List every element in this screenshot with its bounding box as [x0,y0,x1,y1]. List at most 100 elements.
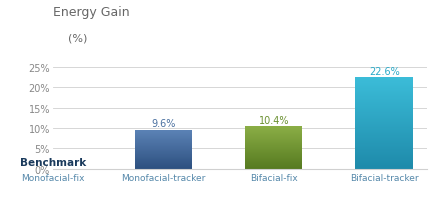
Bar [135,156,192,157]
Bar [356,123,413,124]
Bar [356,113,413,114]
Bar [245,160,302,161]
Bar [356,108,413,110]
Bar [245,133,302,134]
Bar [245,128,302,129]
Bar [356,116,413,117]
Bar [356,114,413,115]
Bar [356,83,413,84]
Bar [356,106,413,107]
Bar [356,144,413,145]
Bar [356,107,413,108]
Bar [135,144,192,145]
Bar [356,87,413,88]
Bar [356,154,413,155]
Bar [245,139,302,140]
Bar [356,142,413,143]
Bar [245,142,302,143]
Bar [356,117,413,119]
Text: 10.4%: 10.4% [258,116,289,126]
Bar [356,98,413,99]
Bar [356,95,413,96]
Bar [356,165,413,167]
Bar [245,149,302,150]
Bar [356,131,413,132]
Bar [356,120,413,121]
Bar [245,127,302,128]
Bar [356,160,413,161]
Bar [245,138,302,139]
Text: 22.6%: 22.6% [369,66,400,76]
Bar [135,165,192,166]
Bar [245,151,302,152]
Bar [135,143,192,144]
Bar [356,119,413,120]
Bar [245,155,302,156]
Bar [356,163,413,164]
Bar [356,162,413,163]
Bar [356,85,413,87]
Bar [135,151,192,152]
Bar [356,146,413,147]
Bar [135,154,192,155]
Bar [135,134,192,135]
Text: (%): (%) [68,33,88,43]
Bar [356,92,413,94]
Bar [245,136,302,137]
Bar [356,105,413,106]
Bar [135,145,192,146]
Bar [135,132,192,133]
Bar [356,150,413,151]
Bar [356,164,413,165]
Bar [135,155,192,156]
Bar [356,136,413,137]
Bar [356,102,413,103]
Bar [245,157,302,158]
Bar [135,136,192,137]
Bar [356,128,413,129]
Bar [245,137,302,138]
Bar [135,159,192,160]
Bar [135,166,192,167]
Bar [356,90,413,91]
Bar [135,158,192,159]
Bar [245,134,302,135]
Bar [135,133,192,134]
Bar [245,150,302,151]
Bar [245,158,302,159]
Bar [356,147,413,148]
Bar [245,164,302,165]
Bar [135,135,192,136]
Bar [356,167,413,168]
Bar [135,146,192,147]
Bar [356,124,413,125]
Bar [135,147,192,148]
Bar [135,161,192,162]
Bar [356,143,413,144]
Bar [356,104,413,105]
Bar [356,99,413,100]
Bar [356,94,413,95]
Bar [135,141,192,142]
Bar [356,82,413,83]
Bar [245,144,302,145]
Bar [356,79,413,80]
Bar [356,156,413,158]
Bar [135,148,192,149]
Bar [245,162,302,163]
Bar [356,121,413,122]
Bar [135,149,192,150]
Bar [356,159,413,160]
Bar [356,88,413,89]
Bar [356,138,413,139]
Bar [356,112,413,113]
Bar [245,143,302,144]
Bar [135,152,192,153]
Bar [245,152,302,153]
Bar [356,139,413,140]
Bar [245,159,302,160]
Bar [356,158,413,159]
Bar [356,110,413,111]
Bar [356,148,413,150]
Bar [245,145,302,146]
